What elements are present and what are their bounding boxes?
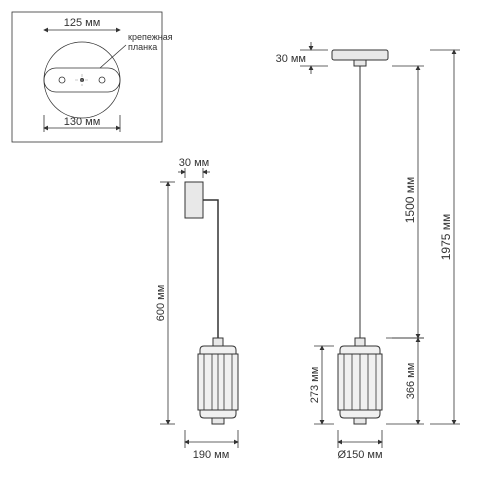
sconce-width-label: 190 мм bbox=[193, 449, 230, 461]
plate-label-2: планка bbox=[128, 42, 157, 52]
pendant-drawing: 30 мм 273 мм 1500 мм 366 мм bbox=[276, 42, 460, 461]
sconce-height-label: 600 мм bbox=[155, 285, 167, 322]
total-h-label: 1975 мм bbox=[439, 214, 453, 261]
shade-h-label: 273 мм bbox=[309, 367, 321, 404]
sconce-shade bbox=[198, 346, 238, 424]
pendant-shade bbox=[338, 346, 382, 424]
canopy-detail: 125 мм крепежная планка 130 мм bbox=[12, 12, 173, 142]
plate-label-1: крепежная bbox=[128, 32, 173, 42]
cable-l-label: 1500 мм bbox=[403, 177, 417, 224]
diameter-label: Ø150 мм bbox=[337, 449, 382, 461]
sconce-arm-label: 30 мм bbox=[179, 157, 209, 169]
canopy-width-label: 130 мм bbox=[64, 116, 101, 128]
technical-drawing: 125 мм крепежная планка 130 мм 30 мм bbox=[0, 0, 500, 500]
canopy-h-label: 30 мм bbox=[276, 53, 306, 65]
overall-shade-label: 366 мм bbox=[405, 363, 417, 400]
plate-width-label: 125 мм bbox=[64, 17, 101, 29]
sconce-drawing: 30 мм 600 мм 190 мм bbox=[155, 157, 238, 461]
